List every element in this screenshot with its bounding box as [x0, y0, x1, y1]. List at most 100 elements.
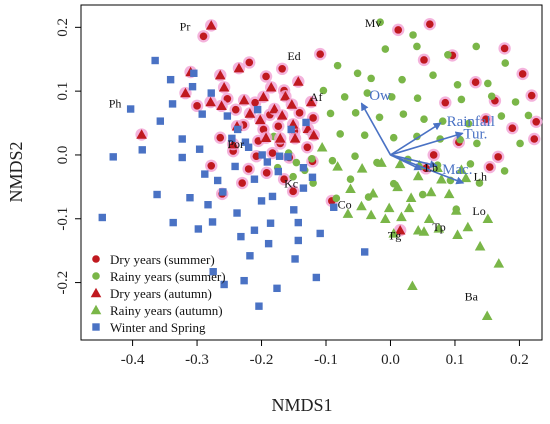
data-point	[365, 209, 377, 220]
data-point	[457, 95, 466, 104]
data-point	[360, 131, 369, 139]
species-label: Pr	[180, 20, 191, 34]
legend-item: Rainy years (autumn)	[90, 303, 223, 318]
data-point	[178, 135, 186, 143]
data-point	[294, 236, 302, 245]
data-point	[518, 70, 527, 78]
data-point	[484, 79, 492, 88]
legend: Dry years (summer) Rainy years (summer) Dr…	[90, 252, 226, 335]
data-point	[394, 224, 406, 235]
data-point	[308, 154, 316, 163]
x-tick-label: -0.3	[185, 352, 209, 368]
data-point	[485, 163, 494, 171]
x-tick-label: -0.2	[250, 352, 274, 368]
data-point	[233, 125, 242, 134]
data-point	[527, 91, 536, 100]
data-point	[273, 284, 281, 293]
data-point	[466, 160, 475, 168]
data-point	[227, 138, 239, 149]
data-point	[254, 114, 266, 125]
data-point	[278, 65, 286, 73]
data-point	[193, 102, 201, 110]
data-point	[264, 239, 273, 248]
data-point	[501, 59, 510, 67]
series-2	[135, 19, 407, 237]
data-point	[426, 20, 434, 28]
data-point	[394, 26, 403, 34]
data-point	[240, 276, 248, 285]
legend-marker	[90, 287, 102, 298]
data-point	[367, 187, 379, 198]
data-point	[336, 130, 344, 138]
data-point	[241, 138, 250, 146]
data-point	[207, 89, 215, 97]
data-point	[316, 50, 325, 58]
species-label: Lo	[472, 204, 485, 218]
data-point	[418, 226, 430, 236]
data-point	[259, 125, 268, 134]
data-point	[178, 153, 186, 162]
data-point	[218, 82, 230, 92]
series-0	[190, 17, 543, 208]
species-labels: Pr Mv Ed Ph Af Por Kc Lb Lh Co Lo Tg Tp Ba	[109, 16, 487, 304]
data-point	[456, 164, 467, 174]
data-point	[255, 302, 263, 310]
x-tick-label: -0.1	[314, 352, 338, 368]
data-point	[199, 32, 208, 41]
data-point	[405, 192, 417, 202]
data-point	[280, 90, 291, 101]
data-point	[238, 179, 246, 187]
data-point	[205, 96, 216, 107]
data-point	[316, 141, 328, 152]
data-point	[380, 213, 391, 224]
data-point	[452, 229, 463, 239]
species-label: Mv	[365, 16, 382, 30]
legend-marker	[92, 323, 100, 331]
vector-label: Rainfall	[447, 114, 495, 130]
data-point	[381, 45, 390, 53]
data-point	[403, 202, 415, 213]
species-label: Co	[338, 198, 352, 212]
data-point	[494, 153, 502, 161]
legend-item: Dry years (summer)	[92, 252, 215, 267]
data-point	[98, 213, 106, 222]
data-point	[213, 176, 222, 185]
data-point	[500, 167, 509, 175]
data-point	[413, 132, 421, 141]
data-point	[508, 124, 517, 132]
data-point	[376, 157, 387, 167]
data-point	[376, 18, 384, 27]
data-point	[287, 125, 295, 134]
data-point	[223, 112, 232, 120]
data-point	[482, 213, 494, 224]
data-point	[423, 213, 435, 224]
data-point	[340, 93, 349, 101]
data-point	[302, 118, 310, 127]
data-point	[308, 129, 320, 140]
data-point	[481, 310, 493, 320]
data-point	[195, 145, 204, 153]
data-point	[295, 109, 304, 117]
data-point	[188, 82, 197, 91]
species-label: Ph	[109, 96, 122, 110]
data-point	[126, 105, 135, 113]
species-label: Por	[227, 137, 244, 151]
data-point	[360, 248, 369, 256]
data-point	[198, 110, 206, 118]
data-point	[450, 205, 462, 215]
species-label: Ba	[465, 290, 479, 304]
data-point	[231, 162, 239, 171]
species-label: Lh	[474, 170, 487, 184]
data-point	[262, 72, 270, 81]
plot-frame	[80, 4, 543, 341]
vector-arrow	[390, 131, 464, 156]
data-point	[351, 109, 360, 117]
data-point	[151, 56, 159, 65]
x-tick-label: -0.4	[121, 352, 145, 368]
data-point	[265, 82, 277, 92]
data-point	[462, 221, 474, 232]
data-point	[346, 175, 355, 183]
data-point	[244, 108, 256, 118]
data-point	[383, 202, 395, 213]
data-point	[220, 280, 228, 289]
